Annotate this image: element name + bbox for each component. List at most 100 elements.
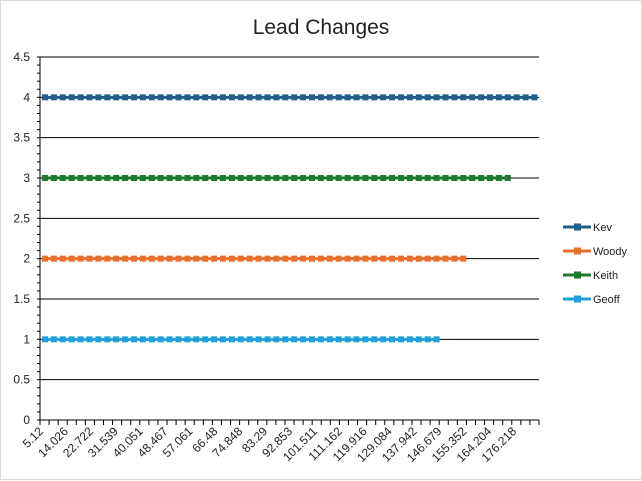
data-point (255, 336, 262, 343)
data-point (264, 336, 271, 343)
legend-label-kev: Kev (593, 222, 612, 234)
legend-label-geoff: Geoff (593, 294, 621, 306)
data-point (335, 94, 342, 101)
data-point (166, 175, 173, 181)
data-point (335, 336, 342, 343)
data-point (113, 94, 120, 101)
data-point (389, 255, 396, 262)
data-point (255, 94, 262, 101)
data-point (237, 175, 244, 181)
data-point (59, 94, 66, 101)
data-point (131, 175, 137, 181)
data-point (264, 94, 271, 101)
data-point (246, 94, 253, 101)
data-point (353, 336, 360, 343)
data-point (122, 255, 129, 262)
data-point (478, 175, 485, 181)
data-point (398, 255, 404, 262)
data-point (59, 255, 66, 262)
y-tick-label: 4.5 (13, 50, 30, 64)
data-point (193, 336, 200, 343)
data-point (211, 94, 218, 101)
data-point (326, 94, 333, 101)
data-point (220, 336, 226, 343)
data-point (424, 94, 431, 101)
y-tick-label: 4 (23, 90, 30, 104)
data-point (166, 94, 173, 101)
data-point (166, 336, 173, 343)
data-point (104, 255, 111, 262)
data-point (335, 175, 342, 181)
data-point (175, 175, 182, 181)
data-point (42, 336, 48, 343)
data-point (228, 94, 235, 101)
data-point (77, 94, 84, 101)
data-point (68, 255, 75, 262)
data-point (291, 336, 298, 343)
data-point (131, 336, 137, 343)
data-point (309, 255, 315, 262)
data-point (531, 94, 538, 101)
data-point (86, 175, 93, 181)
data-point (415, 255, 422, 262)
data-point (77, 336, 84, 343)
data-point (380, 94, 387, 101)
data-point (433, 336, 440, 343)
y-tick-label: 1 (23, 332, 30, 346)
data-point (317, 94, 324, 101)
data-point (398, 175, 404, 181)
data-point (139, 94, 146, 101)
legend-label-keith: Keith (593, 270, 618, 282)
data-point (291, 94, 298, 101)
data-point (371, 94, 378, 101)
data-point (211, 175, 218, 181)
data-point (504, 94, 511, 101)
data-point (460, 255, 467, 262)
data-point (504, 175, 511, 181)
data-point (193, 94, 200, 101)
axes (37, 56, 540, 425)
data-point (344, 255, 351, 262)
data-point (300, 255, 307, 262)
data-point (157, 255, 164, 262)
chart-title: Lead Changes (253, 16, 390, 39)
data-point (202, 336, 209, 343)
data-point (131, 255, 137, 262)
data-point (246, 175, 253, 181)
data-point (335, 255, 342, 262)
data-point (317, 255, 324, 262)
data-point (362, 94, 369, 101)
data-point (487, 94, 493, 101)
data-point (344, 94, 351, 101)
data-point (148, 94, 155, 101)
data-point (282, 255, 289, 262)
data-point (309, 336, 315, 343)
data-point (460, 175, 467, 181)
data-point (237, 94, 244, 101)
data-point (380, 255, 387, 262)
data-point (451, 255, 458, 262)
data-point (326, 255, 333, 262)
data-point (139, 255, 146, 262)
data-point (317, 175, 324, 181)
data-point (291, 175, 298, 181)
data-point (371, 336, 378, 343)
legend-marker (574, 247, 581, 255)
data-point (95, 175, 102, 181)
data-point (380, 336, 387, 343)
data-point (68, 336, 75, 343)
data-point (157, 336, 164, 343)
data-point (478, 94, 485, 101)
data-point (264, 255, 271, 262)
data-point (193, 255, 200, 262)
data-point (122, 175, 129, 181)
data-point (104, 336, 111, 343)
data-point (113, 255, 120, 262)
data-point (424, 255, 431, 262)
data-point (433, 175, 440, 181)
data-point (371, 175, 378, 181)
data-point (50, 255, 57, 262)
data-point (282, 175, 289, 181)
data-point (95, 336, 102, 343)
